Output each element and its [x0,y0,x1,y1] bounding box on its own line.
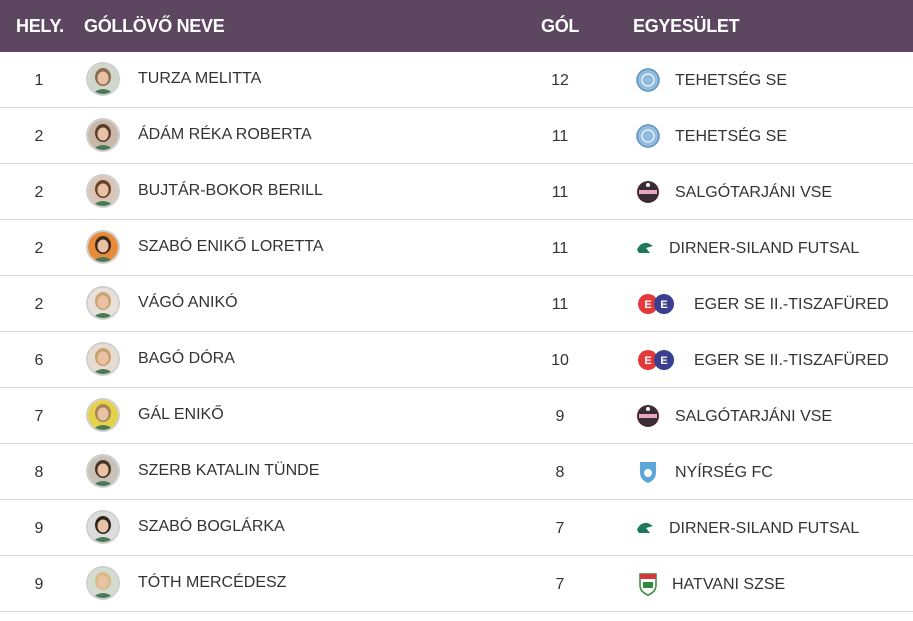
player-avatar [86,566,120,600]
table-row: 2 SZABÓ ENIKŐ LORETTA 11 DIRNER-SILAND FUTS… [0,220,913,276]
table-row: 9 TÓTH MERCÉDESZ 7 HATVANI SZSE [0,556,913,612]
club-name[interactable]: SALGÓTARJÁNI VSE [675,408,833,425]
rank-cell: 1 [34,72,44,89]
svg-text:E: E [660,355,667,367]
goals-cell: 11 [551,240,569,257]
player-name[interactable]: SZERB KATALIN TÜNDE [138,462,320,479]
rank-cell: 2 [34,184,44,201]
table-header: HELY. GÓLLÖVŐ NEVE GÓL EGYESÜLET [0,0,913,52]
rank-cell: 9 [34,520,44,537]
goals-cell: 7 [555,576,565,593]
player-avatar [86,174,120,208]
player-name[interactable]: BUJTÁR-BOKOR BERILL [138,182,323,199]
hatvani-szse-icon [636,572,660,596]
goals-cell: 11 [551,184,569,201]
tehetseg-se-icon [636,124,660,148]
club-name[interactable]: TEHETSÉG SE [675,72,788,89]
svg-text:E: E [660,299,667,311]
club-name[interactable]: SALGÓTARJÁNI VSE [675,184,833,201]
player-name[interactable]: ÁDÁM RÉKA ROBERTA [138,126,312,143]
table-row: 2 VÁGÓ ANIKÓ 11 E E EGER SE II.-TISZAFÜRED [0,276,913,332]
player-name[interactable]: TURZA MELITTA [138,70,262,87]
svg-text:E: E [644,299,651,311]
player-name[interactable]: SZABÓ ENIKŐ LORETTA [138,238,324,255]
club-name[interactable]: EGER SE II.-TISZAFÜRED [694,352,889,369]
player-name[interactable]: TÓTH MERCÉDESZ [138,574,287,591]
goals-cell: 11 [551,296,569,313]
rank-cell: 9 [34,576,44,593]
rank-cell: 2 [34,296,44,313]
table-row: 2 BUJTÁR-BOKOR BERILL 11 SALGÓTARJÁNI VSE [0,164,913,220]
table-row: 7 GÁL ENIKŐ 9 SALGÓTARJÁNI VSE [0,388,913,444]
goals-cell: 8 [555,464,565,481]
goals-cell: 11 [551,128,569,145]
player-avatar [86,62,120,96]
player-name[interactable]: SZABÓ BOGLÁRKA [138,518,285,535]
salgotarjani-vse-icon [636,180,660,204]
player-avatar [86,230,120,264]
table-row: 2 ÁDÁM RÉKA ROBERTA 11 TEHETSÉG SE [0,108,913,164]
goals-cell: 7 [555,520,565,537]
nyirseg-fc-icon [636,460,660,484]
header-scorer-name: GÓLLÖVŐ NEVE [84,16,225,36]
header-goals: GÓL [541,16,580,36]
player-avatar [86,286,120,320]
svg-text:E: E [644,355,651,367]
table-row: 1 TURZA MELITTA 12 TEHETSÉG SE [0,52,913,108]
player-avatar [86,454,120,488]
club-name[interactable]: DIRNER-SILAND FUTSAL [669,240,860,257]
player-name[interactable]: BAGÓ DÓRA [138,350,235,367]
player-name[interactable]: VÁGÓ ANIKÓ [138,294,238,311]
header-club: EGYESÜLET [633,16,740,36]
club-name[interactable]: EGER SE II.-TISZAFÜRED [694,296,889,313]
table-row: 9 SZABÓ BOGLÁRKA 7 DIRNER-SILAND FUTSAL [0,500,913,556]
club-name[interactable]: TEHETSÉG SE [675,128,788,145]
dirner-siland-icon [636,520,654,536]
club-name[interactable]: DIRNER-SILAND FUTSAL [669,520,860,537]
tehetseg-se-icon [636,68,660,92]
player-avatar [86,118,120,152]
rank-cell: 7 [34,408,44,425]
club-name[interactable]: HATVANI SZSE [672,576,786,593]
goals-cell: 12 [551,72,569,89]
dirner-siland-icon [636,240,654,256]
player-avatar [86,342,120,376]
player-name[interactable]: GÁL ENIKŐ [138,406,224,423]
rank-cell: 8 [34,464,44,481]
rank-cell: 2 [34,240,44,257]
player-avatar [86,398,120,432]
rank-cell: 6 [34,352,44,369]
rank-cell: 2 [34,128,44,145]
salgotarjani-vse-icon [636,404,660,428]
player-avatar [86,510,120,544]
table-row: 6 BAGÓ DÓRA 10 E E EGER SE II.-TISZAFÜRED [0,332,913,388]
table-body: 1 TURZA MELITTA 12 TEHETSÉG SE 2 ÁDÁM RÉKA RO… [0,52,913,612]
club-name[interactable]: NYÍRSÉG FC [675,464,773,481]
goals-cell: 10 [551,352,569,369]
table-row: 8 SZERB KATALIN TÜNDE 8 NYÍRSÉG FC [0,444,913,500]
header-rank: HELY. [16,16,64,36]
goals-cell: 9 [555,408,565,425]
